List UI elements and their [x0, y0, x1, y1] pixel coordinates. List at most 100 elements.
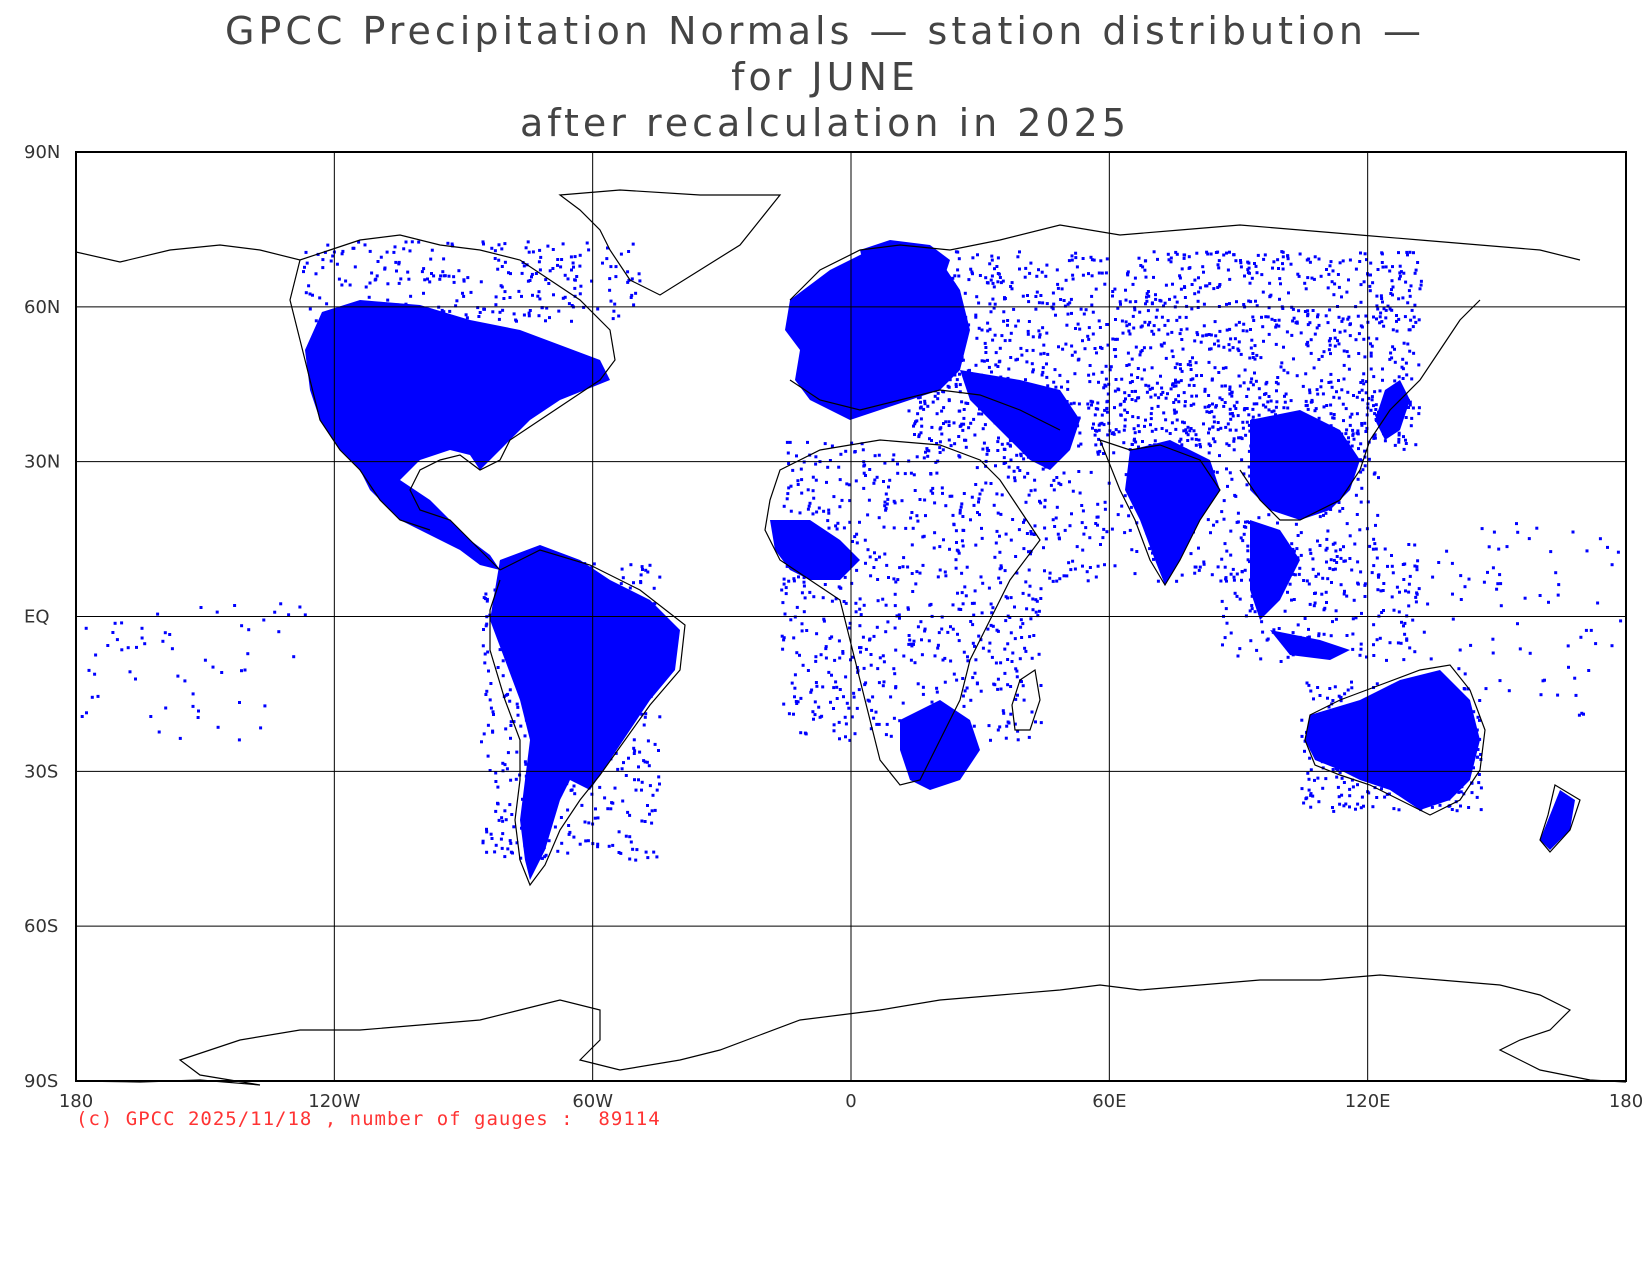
- station-dot: [503, 260, 507, 264]
- station-dot: [556, 568, 560, 572]
- station-dot: [501, 761, 505, 765]
- station-dot: [901, 701, 905, 705]
- station-dot: [873, 551, 876, 555]
- station-dot: [1174, 250, 1178, 254]
- station-dot: [1479, 808, 1483, 812]
- station-dot: [1104, 384, 1108, 388]
- station-dot: [1045, 331, 1049, 335]
- station-dot: [1001, 382, 1004, 386]
- station-dot: [963, 438, 966, 442]
- station-dot: [481, 841, 485, 845]
- station-dot: [430, 248, 434, 252]
- station-dot: [909, 267, 913, 271]
- station-dot: [515, 644, 519, 648]
- station-dot: [962, 492, 966, 495]
- station-dot: [806, 669, 810, 672]
- station-dot: [1186, 363, 1190, 367]
- coastlines: [75, 189, 1627, 1086]
- station-dot: [966, 375, 970, 379]
- station-dot: [1168, 297, 1171, 301]
- station-dot: [1339, 699, 1343, 703]
- station-dot: [560, 637, 564, 641]
- station-dot: [1136, 367, 1140, 370]
- station-dot: [1053, 431, 1057, 435]
- coast-eurasia-north: [789, 224, 1581, 301]
- station-dot: [94, 653, 98, 657]
- station-dot: [1320, 646, 1324, 650]
- station-dot: [643, 695, 646, 699]
- station-dot: [1342, 363, 1346, 367]
- station-dot: [461, 291, 464, 295]
- station-dot: [1317, 323, 1321, 327]
- station-dot: [1008, 616, 1012, 619]
- station-dot: [1297, 274, 1301, 278]
- station-dot: [1404, 778, 1408, 782]
- station-dot: [430, 272, 433, 275]
- station-dot: [1286, 406, 1290, 410]
- station-dot: [1292, 549, 1296, 553]
- station-dot: [629, 563, 633, 567]
- station-dot: [482, 628, 485, 631]
- station-dot: [1156, 498, 1160, 502]
- station-dot: [1322, 350, 1326, 354]
- station-dot: [640, 565, 644, 569]
- station-dot: [1128, 528, 1132, 532]
- station-dot: [481, 839, 485, 843]
- station-dot: [1157, 475, 1161, 479]
- station-dot: [1140, 377, 1144, 381]
- station-dot: [547, 585, 551, 589]
- station-dot: [1275, 400, 1279, 404]
- station-dot: [1072, 401, 1076, 405]
- station-dot: [496, 666, 500, 669]
- station-dot: [606, 807, 610, 811]
- station-dot: [566, 750, 570, 754]
- station-dot: [1243, 368, 1247, 372]
- station-dot: [1067, 259, 1071, 263]
- station-dot: [1333, 344, 1337, 348]
- station-dot: [1316, 313, 1320, 317]
- station-dot: [580, 648, 584, 652]
- station-dot: [1135, 521, 1139, 525]
- station-dot: [1073, 415, 1077, 419]
- station-dot: [1144, 418, 1147, 422]
- station-dot: [1006, 683, 1010, 687]
- station-dot: [1475, 795, 1479, 799]
- station-dot: [1158, 522, 1162, 526]
- station-dot: [998, 725, 1002, 729]
- station-dot: [1269, 399, 1273, 403]
- station-dot: [539, 255, 543, 259]
- station-dot: [567, 566, 571, 569]
- station-dot: [938, 427, 942, 431]
- station-dot: [1378, 740, 1382, 744]
- station-dot: [1248, 474, 1252, 478]
- station-dot: [931, 379, 935, 383]
- station-dot: [970, 739, 974, 743]
- station-dot: [1014, 324, 1018, 328]
- station-dot: [884, 492, 888, 496]
- station-dot: [907, 375, 911, 378]
- station-dot: [1296, 482, 1300, 486]
- station-dot: [1430, 805, 1434, 809]
- station-dot: [1184, 315, 1188, 319]
- station-dot: [979, 575, 983, 579]
- station-dot: [1099, 259, 1103, 263]
- station-dot: [781, 647, 785, 651]
- station-dot: [1228, 388, 1232, 391]
- station-dot: [1218, 283, 1222, 286]
- station-dot: [386, 298, 390, 302]
- station-dot: [1229, 631, 1233, 635]
- station-dot: [1087, 326, 1091, 330]
- station-dot: [1386, 304, 1390, 308]
- station-dot: [1367, 457, 1371, 461]
- station-dot: [551, 267, 555, 270]
- station-dot: [348, 283, 352, 287]
- station-dot: [824, 647, 828, 651]
- station-dot: [1002, 310, 1006, 314]
- station-dot: [1150, 386, 1154, 390]
- station-dot: [1163, 301, 1167, 305]
- station-dot: [1263, 253, 1267, 257]
- station-dot: [906, 565, 910, 569]
- station-dot: [1217, 266, 1221, 270]
- station-dot: [1364, 391, 1368, 395]
- station-dot: [804, 536, 808, 540]
